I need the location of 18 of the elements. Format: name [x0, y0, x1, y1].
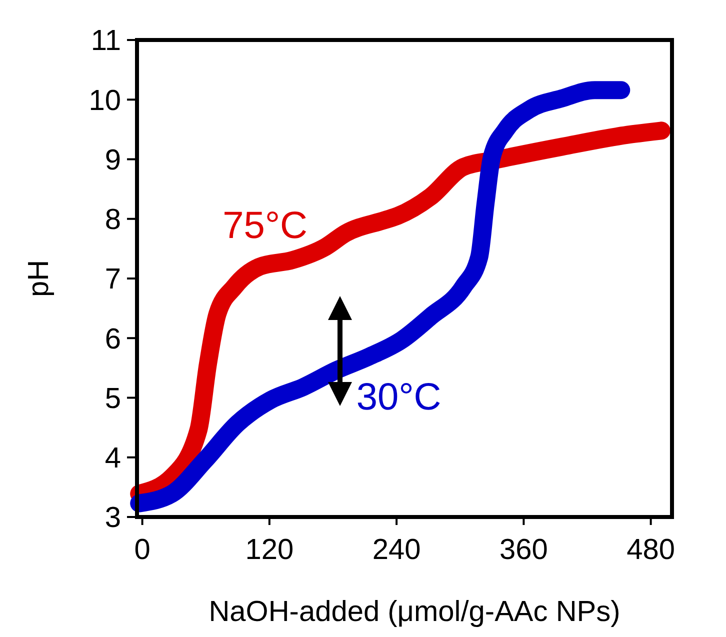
x-tick-label: 240: [372, 534, 421, 566]
y-tick-label: 5: [104, 382, 121, 415]
y-tick-label: 11: [90, 25, 121, 58]
y-tick-label: 6: [104, 323, 121, 356]
x-tick-label: 0: [134, 534, 150, 566]
y-tick-label: 10: [88, 84, 121, 117]
series-label: 30°C: [356, 376, 442, 419]
x-tick-label: 120: [245, 534, 294, 566]
x-tick-label: 480: [626, 534, 676, 566]
y-tick-label: 3: [104, 502, 121, 534]
x-tick-label: 360: [499, 534, 548, 566]
y-tick-label: 8: [104, 204, 121, 236]
series-label: 75°C: [222, 204, 308, 247]
y-tick-label: 9: [104, 144, 121, 176]
y-tick-label: 7: [104, 264, 121, 296]
y-axis-title: pH: [23, 260, 55, 298]
y-tick-label: 4: [104, 442, 121, 475]
x-axis-title: NaOH-added (μmol/g-AAc NPs): [208, 596, 620, 628]
